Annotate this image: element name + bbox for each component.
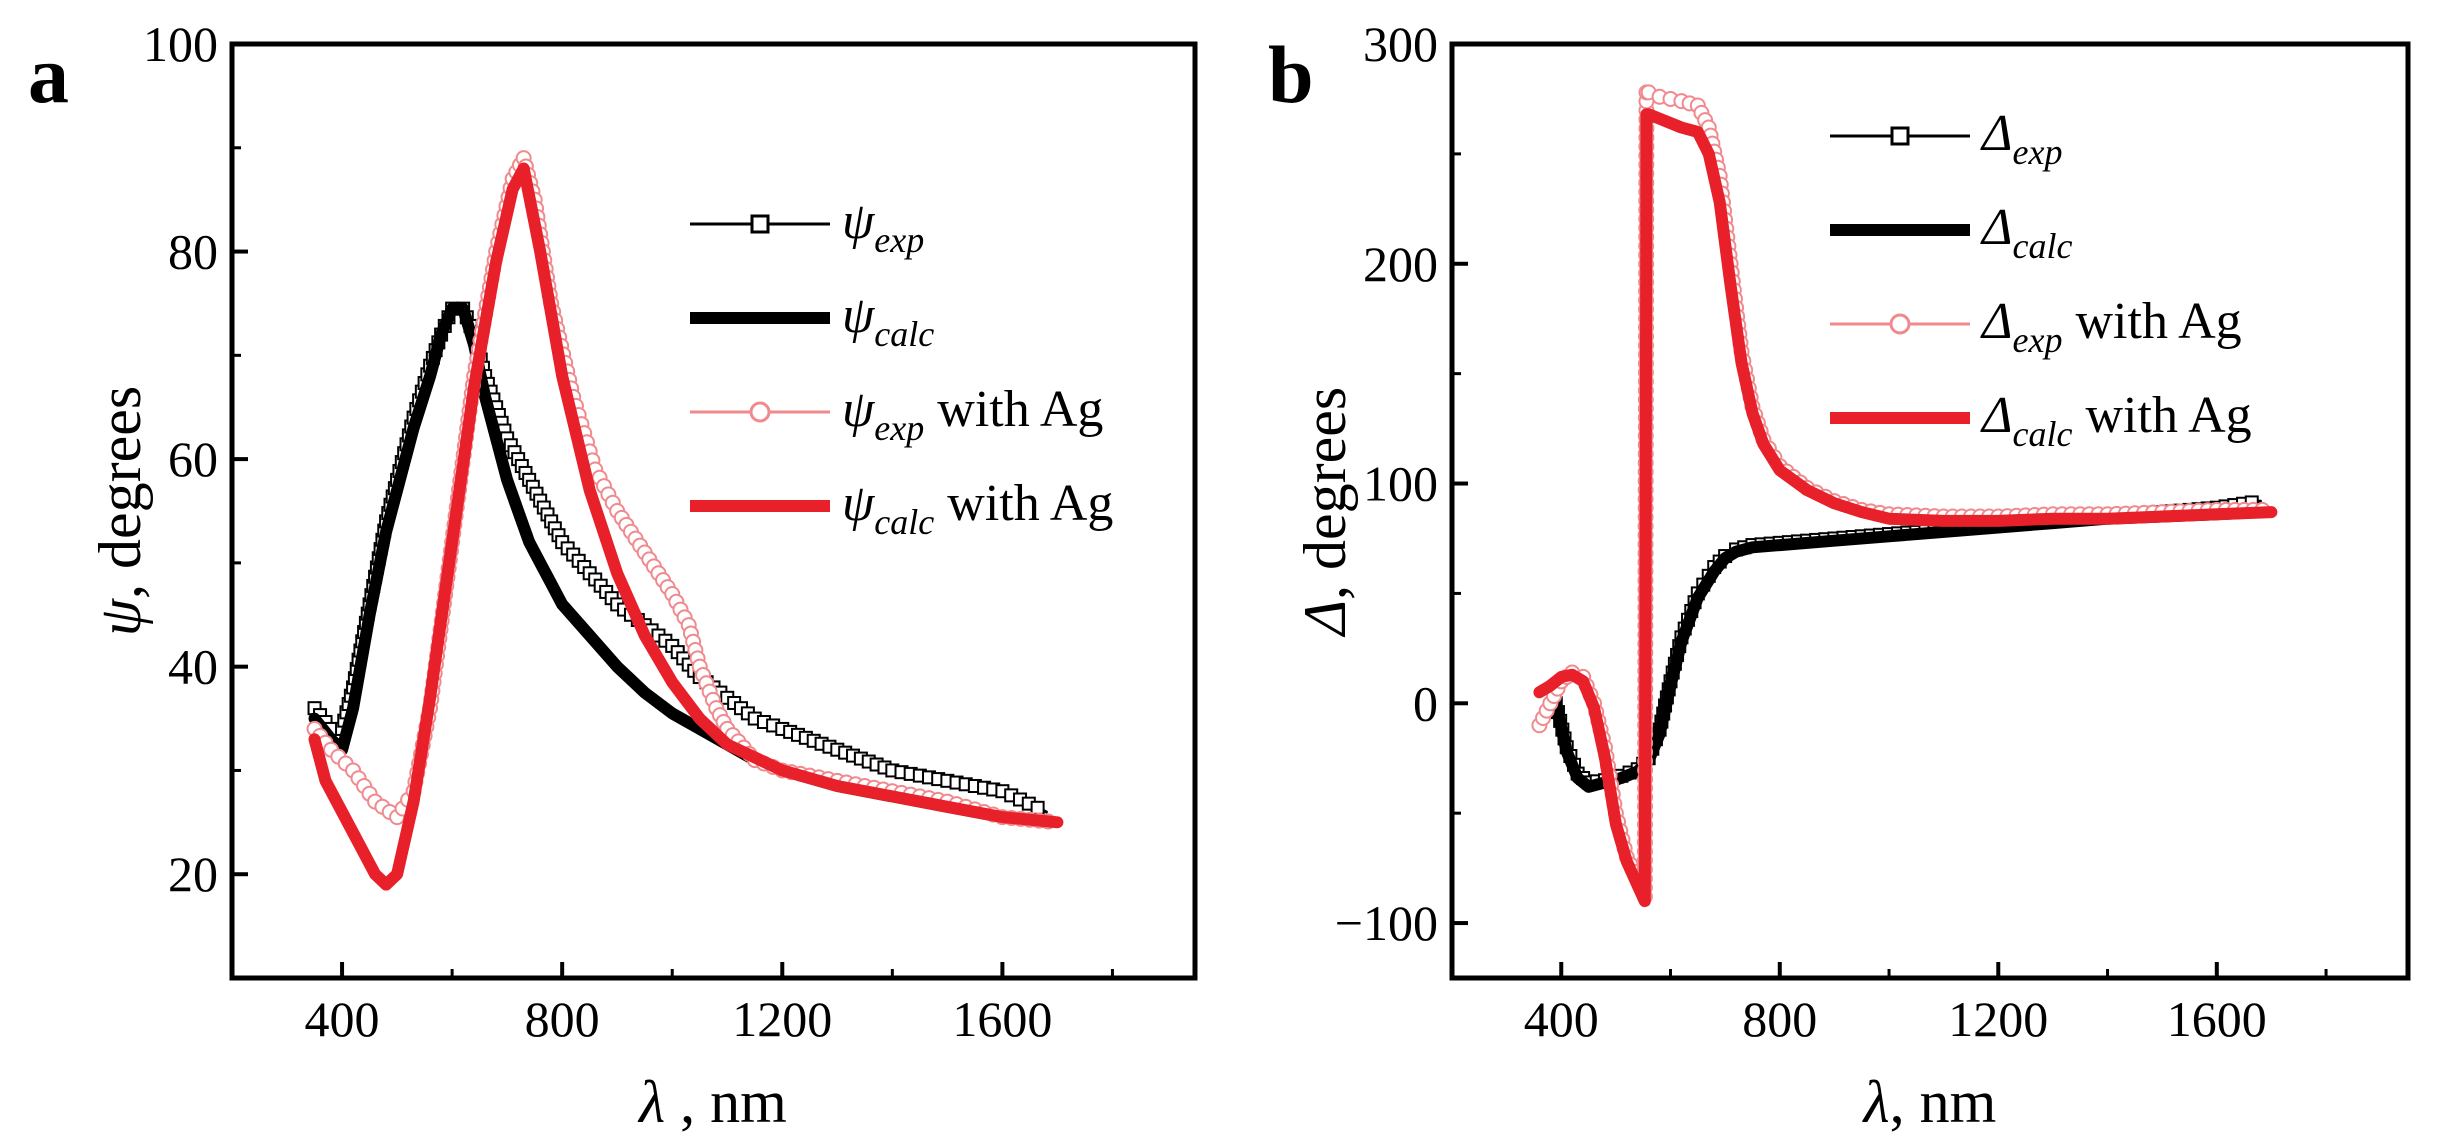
y-tick-label: 60 <box>168 431 218 487</box>
series-ψ-calc-with-ag <box>308 162 1064 891</box>
panel-a-x-axis-title: λ , nm <box>637 1069 787 1135</box>
x-tick-label: 1200 <box>1948 991 2048 1047</box>
x-tick-label: 1200 <box>732 991 832 1047</box>
panel-b-legend: Δexp Δcalc Δexp with Ag Δcalc with Ag <box>1830 105 2252 454</box>
y-tick-label: 40 <box>168 639 218 695</box>
legend-label: Δcalc with Ag <box>1980 387 2252 454</box>
panel-b-y-axis-title: Δ, degrees <box>1292 387 1358 637</box>
panel-a: a 400 800 1200 1600 20 40 60 80 100 λ , nm ψ, de… <box>28 16 1198 1135</box>
series-δ-calc-with-ag <box>1533 108 2278 908</box>
panel-a-ticks: 400 800 1200 1600 20 40 60 80 100 <box>143 16 1114 1047</box>
legend-label: ψexp with Ag <box>842 381 1103 448</box>
y-tick-label: 100 <box>143 16 218 72</box>
panel-a-y-axis-title: ψ, degrees <box>87 386 153 637</box>
y-tick-label: 0 <box>1413 675 1438 731</box>
legend-swatch-marker <box>1890 126 1910 146</box>
panel-b-ticks: 400 800 1200 1600 −100 0 100 200 300 <box>1335 16 2328 1047</box>
legend-item: ψexp <box>690 193 924 260</box>
legend-item: Δexp <box>1830 105 2063 172</box>
data-point <box>1030 800 1045 815</box>
legend-item: ψcalc with Ag <box>690 475 1113 542</box>
x-tick-label: 1600 <box>2167 991 2267 1047</box>
legend-item: Δcalc <box>1830 199 2073 266</box>
panel-b: b 400 800 1200 1600 −100 0 100 200 300 λ, nm Δ, … <box>1268 16 2411 1135</box>
y-tick-label: 300 <box>1363 16 1438 72</box>
legend-item: ψexp with Ag <box>690 381 1103 448</box>
legend-label: ψexp <box>842 193 924 260</box>
legend-swatch-marker <box>1889 313 1911 335</box>
x-tick-label: 800 <box>1742 991 1817 1047</box>
panel-b-axes-frame <box>1449 41 2411 981</box>
panel-a-legend: ψexp ψcalc ψexp with Ag ψcalc with Ag <box>690 193 1113 542</box>
y-tick-label: 100 <box>1363 456 1438 512</box>
y-tick-label: −100 <box>1335 895 1438 951</box>
series-line <box>308 162 1064 891</box>
legend-item: Δcalc with Ag <box>1830 387 2252 454</box>
legend-label: Δexp with Ag <box>1980 293 2242 360</box>
y-tick-label: 80 <box>168 224 218 280</box>
legend-swatch-marker <box>749 401 771 423</box>
y-tick-label: 200 <box>1363 236 1438 292</box>
x-tick-label: 400 <box>305 991 380 1047</box>
legend-swatch-marker <box>750 214 770 234</box>
x-tick-label: 800 <box>525 991 600 1047</box>
legend-label: Δcalc <box>1980 199 2073 266</box>
series-line <box>1533 108 2278 908</box>
legend-item: ψcalc <box>690 287 934 354</box>
legend-label: Δexp <box>1980 105 2063 172</box>
x-tick-label: 400 <box>1524 991 1599 1047</box>
legend-label: ψcalc <box>842 287 934 354</box>
panel-letter-a: a <box>28 29 69 120</box>
panel-a-axes-frame <box>229 41 1198 981</box>
y-tick-label: 20 <box>168 846 218 902</box>
legend-item: Δexp with Ag <box>1830 293 2242 360</box>
panel-letter-b: b <box>1268 29 1314 120</box>
legend-label: ψcalc with Ag <box>842 475 1113 542</box>
panel-a-series <box>306 150 1064 891</box>
panel-b-series <box>1531 84 2278 908</box>
x-tick-label: 1600 <box>952 991 1052 1047</box>
panel-b-x-axis-title: λ, nm <box>1862 1069 1997 1135</box>
